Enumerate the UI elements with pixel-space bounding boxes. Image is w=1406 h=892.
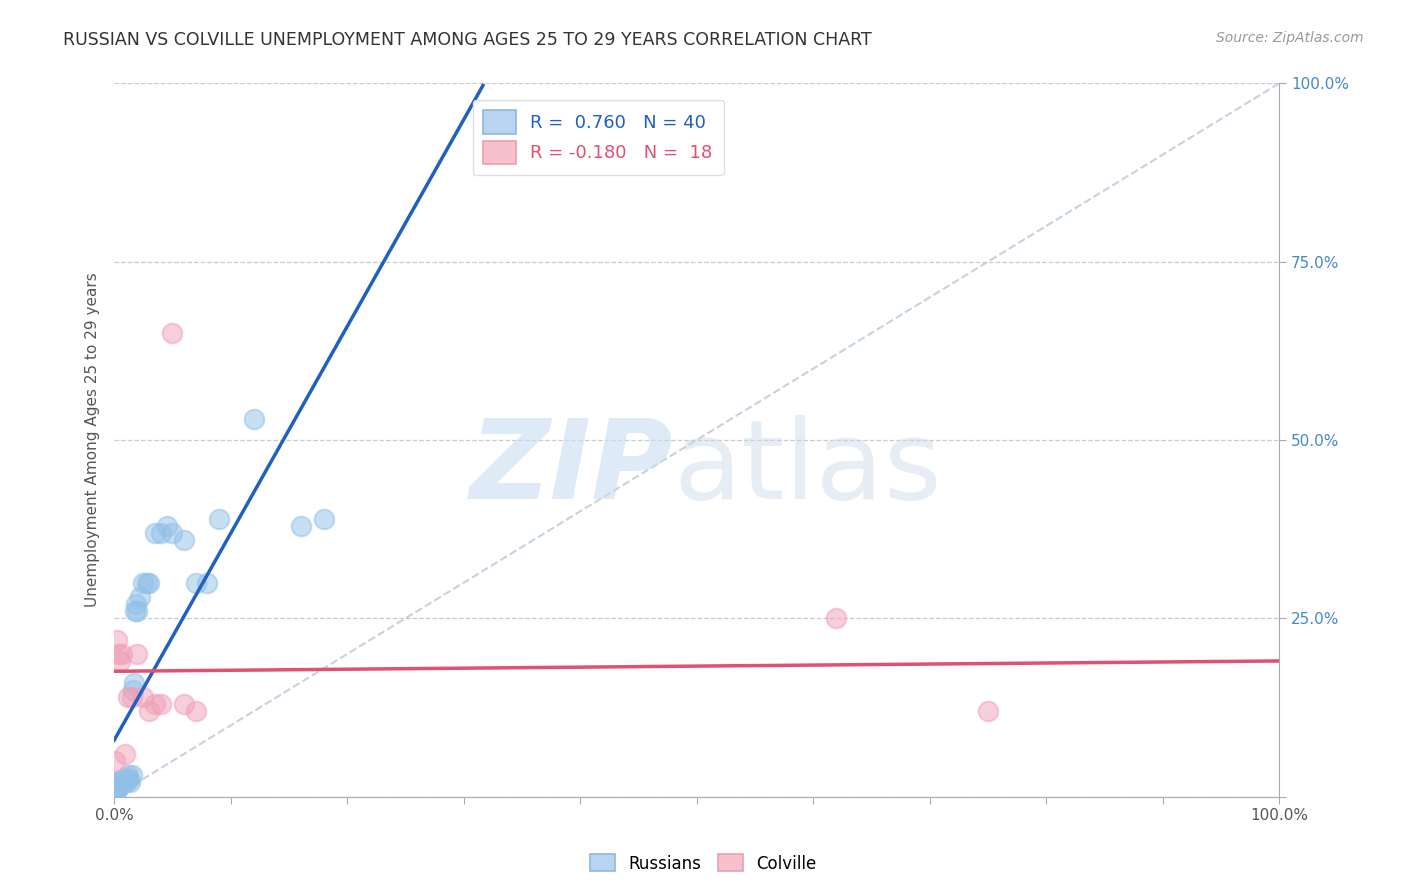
- Point: [114, 747, 136, 761]
- Point: [977, 704, 1000, 718]
- Point: [118, 772, 141, 786]
- Point: [117, 690, 139, 704]
- Text: atlas: atlas: [673, 415, 942, 522]
- Text: RUSSIAN VS COLVILLE UNEMPLOYMENT AMONG AGES 25 TO 29 YEARS CORRELATION CHART: RUSSIAN VS COLVILLE UNEMPLOYMENT AMONG A…: [63, 31, 872, 49]
- Point: [124, 604, 146, 618]
- Text: ZIP: ZIP: [470, 415, 673, 522]
- Point: [127, 647, 149, 661]
- Point: [121, 690, 143, 704]
- Point: [104, 775, 127, 789]
- Point: [149, 697, 172, 711]
- Point: [105, 782, 128, 797]
- Point: [149, 525, 172, 540]
- Point: [111, 775, 134, 789]
- Point: [111, 647, 134, 661]
- Point: [132, 575, 155, 590]
- Point: [143, 697, 166, 711]
- Point: [290, 518, 312, 533]
- Point: [138, 575, 160, 590]
- Point: [117, 768, 139, 782]
- Point: [243, 411, 266, 425]
- Point: [195, 575, 218, 590]
- Point: [107, 779, 129, 793]
- Point: [125, 597, 148, 611]
- Point: [104, 782, 127, 797]
- Point: [162, 525, 184, 540]
- Point: [115, 772, 138, 786]
- Point: [108, 775, 131, 789]
- Point: [184, 704, 207, 718]
- Point: [107, 775, 129, 789]
- Point: [121, 768, 143, 782]
- Point: [105, 632, 128, 647]
- Point: [173, 697, 195, 711]
- Point: [107, 647, 129, 661]
- Point: [104, 754, 127, 768]
- Point: [312, 511, 335, 525]
- Point: [122, 675, 145, 690]
- Point: [121, 682, 143, 697]
- Y-axis label: Unemployment Among Ages 25 to 29 years: Unemployment Among Ages 25 to 29 years: [86, 273, 100, 607]
- Point: [110, 775, 132, 789]
- Point: [825, 611, 848, 625]
- Legend: R =  0.760   N = 40, R = -0.180   N =  18: R = 0.760 N = 40, R = -0.180 N = 18: [472, 100, 724, 175]
- Point: [138, 704, 160, 718]
- Point: [115, 775, 138, 789]
- Point: [155, 518, 177, 533]
- Point: [128, 590, 150, 604]
- Point: [108, 779, 131, 793]
- Point: [127, 604, 149, 618]
- Point: [132, 690, 155, 704]
- Point: [208, 511, 231, 525]
- Point: [108, 654, 131, 668]
- Point: [105, 782, 128, 797]
- Point: [173, 533, 195, 547]
- Point: [114, 775, 136, 789]
- Point: [162, 326, 184, 340]
- Legend: Russians, Colville: Russians, Colville: [583, 847, 823, 880]
- Text: Source: ZipAtlas.com: Source: ZipAtlas.com: [1216, 31, 1364, 45]
- Point: [105, 775, 128, 789]
- Point: [135, 575, 157, 590]
- Point: [104, 782, 127, 797]
- Point: [112, 772, 135, 786]
- Point: [120, 775, 142, 789]
- Point: [184, 575, 207, 590]
- Point: [143, 525, 166, 540]
